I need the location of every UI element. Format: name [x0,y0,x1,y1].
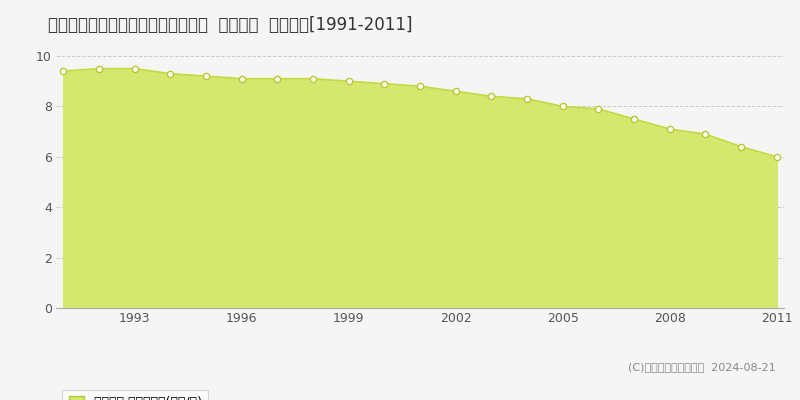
Text: 北海道釧路市貝塚２丁目１２番３２  地価公示  地価推移[1991-2011]: 北海道釧路市貝塚２丁目１２番３２ 地価公示 地価推移[1991-2011] [48,16,413,34]
Legend: 地価公示 平均坪単価(万円/坪): 地価公示 平均坪単価(万円/坪) [62,390,208,400]
Text: (C)土地価格ドットコム  2024-08-21: (C)土地価格ドットコム 2024-08-21 [628,362,776,372]
